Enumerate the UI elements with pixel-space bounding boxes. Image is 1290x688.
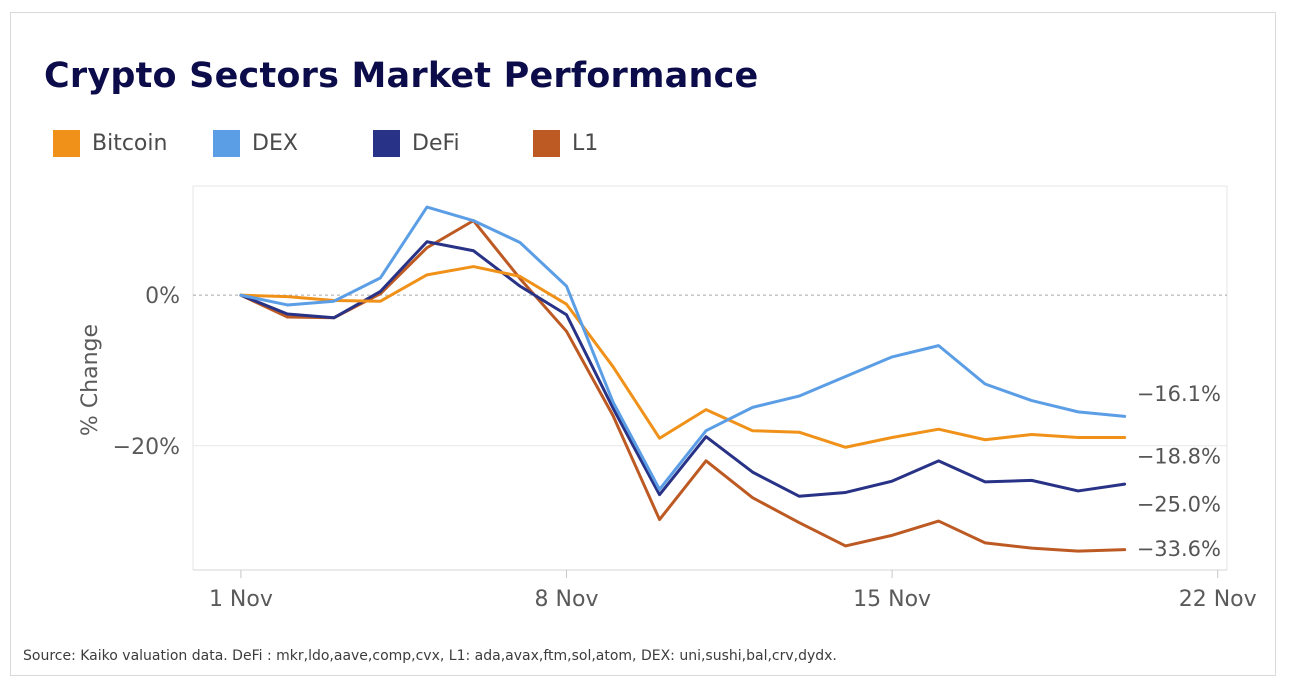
legend-swatch-l1 <box>533 130 560 157</box>
legend-item-bitcoin[interactable]: Bitcoin <box>53 130 167 157</box>
legend-label-l1: L1 <box>572 131 599 156</box>
y-axis-title: % Change <box>78 324 103 436</box>
legend-swatch-bitcoin <box>53 130 80 157</box>
x-tick-label: 1 Nov <box>209 587 273 612</box>
series-line-defi <box>239 240 1127 498</box>
chart-card <box>10 12 1276 676</box>
end-label-defi: −25.0% <box>1137 493 1221 517</box>
y-tick-label: 0% <box>145 284 180 309</box>
series-layer <box>239 205 1127 553</box>
grid-layer <box>192 185 1228 570</box>
end-label-dex: −16.1% <box>1137 382 1221 406</box>
legend-swatch-dex <box>213 130 240 157</box>
x-tick-label: 22 Nov <box>1179 587 1257 612</box>
end-label-l1: −33.6% <box>1137 537 1221 561</box>
legend-label-defi: DeFi <box>412 131 460 156</box>
end-label-bitcoin: −18.8% <box>1137 445 1221 469</box>
legend-item-dex[interactable]: DEX <box>213 130 298 157</box>
series-line-dex <box>239 205 1127 491</box>
y-tick-label: −20% <box>113 435 180 460</box>
chart-title: Crypto Sectors Market Performance <box>44 56 759 96</box>
x-tick-label: 8 Nov <box>535 587 599 612</box>
source-note: Source: Kaiko valuation data. DeFi : mkr… <box>23 648 837 664</box>
legend-swatch-defi <box>373 130 400 157</box>
x-tick-label: 15 Nov <box>853 587 931 612</box>
legend-item-l1[interactable]: L1 <box>533 130 598 157</box>
legend-label-bitcoin: Bitcoin <box>92 131 168 156</box>
series-line-l1 <box>239 219 1127 553</box>
axis-layer: 0% −20% 1 Nov 8 Nov 15 Nov 22 Nov <box>113 284 1257 612</box>
legend-label-dex: DEX <box>252 131 298 156</box>
legend-item-defi[interactable]: DeFi <box>373 130 460 157</box>
end-label-layer: −18.8% −16.1% −25.0% −33.6% <box>1137 382 1221 561</box>
series-line-bitcoin <box>239 265 1127 449</box>
